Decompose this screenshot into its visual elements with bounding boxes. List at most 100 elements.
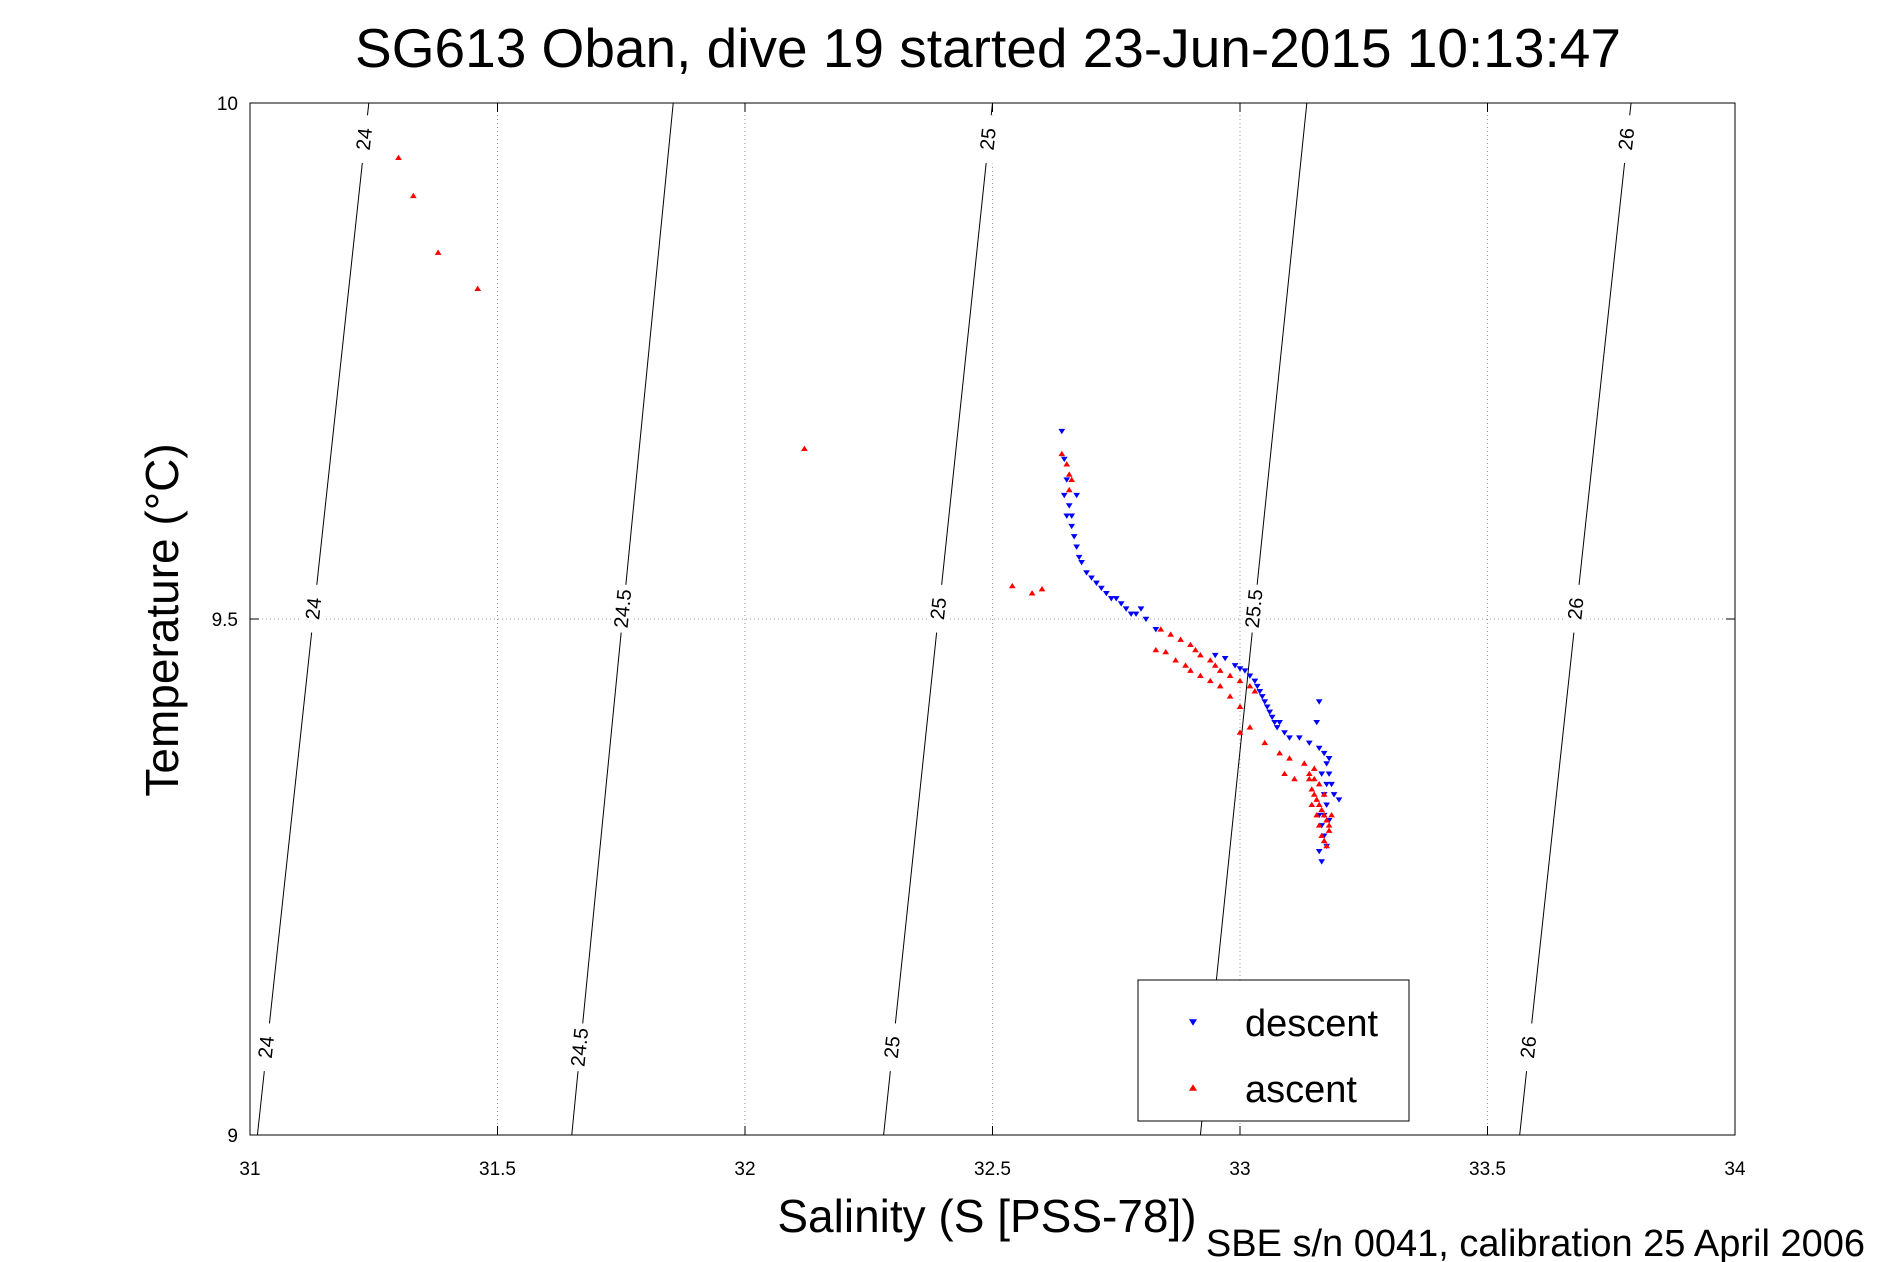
descent-point: [1313, 719, 1321, 726]
y-tick-labels: 9 9.5 10: [212, 94, 238, 1147]
descent-point: [1107, 596, 1115, 602]
descent-point: [1127, 611, 1135, 617]
descent-point: [1132, 611, 1140, 617]
grid-lines: [250, 103, 1735, 1135]
ascent-point: [1308, 786, 1316, 792]
descent-point: [1068, 513, 1076, 519]
ascent-point: [1236, 677, 1244, 684]
ascent-point: [1192, 646, 1199, 653]
descent-point: [1231, 663, 1239, 669]
descent-point: [1088, 575, 1095, 581]
descent-point: [1325, 771, 1333, 777]
ascent-point: [1028, 590, 1036, 596]
ascent-point: [1216, 682, 1224, 689]
descent-point: [1268, 714, 1276, 721]
descent-point: [1093, 580, 1100, 586]
descent-point: [1221, 655, 1229, 662]
y-tick-label: 10: [217, 94, 238, 115]
ascent-point: [1206, 657, 1214, 663]
contour-label-mask: [1515, 1022, 1543, 1073]
ascent-point: [1315, 801, 1323, 808]
contour-label-mask: [610, 583, 637, 634]
descent-point: [1058, 428, 1066, 435]
ascent-point: [1305, 775, 1313, 782]
ascent-point: [1320, 791, 1328, 797]
descent-point: [1078, 559, 1085, 566]
density-contours: 24 24 24 24.5 24.5 25 25 25 25.5 26 26 26: [253, 102, 1641, 1136]
descent-point: [1323, 781, 1330, 788]
x-tick-label: 34: [1724, 1159, 1746, 1180]
ascent-point: [1318, 832, 1326, 838]
descent-point: [1281, 730, 1288, 736]
ascent-point: [1281, 770, 1288, 777]
descent-point: [1112, 596, 1120, 602]
descent-point: [1335, 797, 1343, 803]
descent-point: [1117, 601, 1125, 607]
contour-label: 24: [302, 596, 326, 620]
contour-label-mask: [300, 583, 328, 634]
contour-label: 25: [977, 127, 1001, 151]
ascent-point: [1236, 703, 1244, 709]
descent-point: [1073, 492, 1080, 499]
ascent-point: [1211, 662, 1219, 668]
x-tick-labels: 31 31.5 32 32.5 33 33.5 34: [239, 1159, 1746, 1180]
ascent-point: [1197, 652, 1204, 658]
descent-point: [1323, 802, 1330, 808]
contour-label-mask: [1613, 114, 1641, 165]
ascent-point: [1162, 648, 1170, 655]
contour-label: 26: [1615, 127, 1639, 151]
ascent-point: [1315, 781, 1323, 787]
contour-label: 25: [881, 1035, 905, 1059]
axis-ticks: [249, 102, 1736, 1136]
descent-point: [1318, 859, 1326, 865]
descent-point: [1075, 554, 1083, 561]
descent-point: [1122, 606, 1130, 612]
x-tick-label: 31: [239, 1159, 260, 1180]
contour-label-mask: [879, 1022, 907, 1073]
ascent-point: [1216, 667, 1224, 673]
ascent-point: [1323, 842, 1330, 849]
ascent-point: [1276, 750, 1283, 756]
ascent-point: [1068, 476, 1076, 482]
descent-point: [1325, 756, 1333, 762]
ascent-point: [1187, 667, 1194, 673]
contour-label: 24.5: [611, 588, 637, 629]
contour-label: 24.5: [568, 1027, 594, 1068]
ascent-point: [1226, 672, 1234, 679]
ascent-point: [410, 192, 417, 199]
series-ascent: [395, 154, 1335, 849]
descent-point: [1305, 740, 1313, 746]
ascent-point: [1315, 822, 1323, 828]
series-descent: [1058, 428, 1343, 865]
ascent-point: [1172, 657, 1179, 663]
x-tick-label: 33: [1229, 1159, 1250, 1180]
chart-title: SG613 Oban, dive 19 started 23-Jun-2015 …: [355, 17, 1621, 79]
descent-point: [1261, 699, 1269, 705]
ascent-point: [1065, 486, 1073, 493]
ascent-point: [1318, 806, 1326, 813]
descent-point: [1315, 848, 1323, 855]
ascent-point: [1328, 811, 1335, 818]
legend: descent ascent: [1137, 979, 1410, 1122]
ascent-point: [1310, 791, 1318, 797]
calibration-note: SBE s/n 0041, calibration 25 April 2006: [1206, 1223, 1865, 1262]
contour-label-mask: [925, 583, 953, 634]
contour-label-mask: [1562, 583, 1590, 634]
contour-label-mask: [253, 1022, 281, 1073]
descent-point: [1063, 477, 1071, 483]
descent-point: [1070, 534, 1078, 540]
x-tick-label: 32: [734, 1159, 755, 1180]
descent-point: [1073, 544, 1080, 550]
descent-point: [1286, 735, 1293, 741]
legend-box: [1137, 979, 1410, 1122]
ascent-point: [1310, 765, 1318, 771]
descent-point: [1060, 492, 1068, 499]
descent-point: [1315, 745, 1323, 752]
descent-point: [1271, 719, 1278, 726]
contour-label-mask: [567, 1022, 594, 1073]
ascent-point: [1301, 760, 1308, 766]
y-axis-label: Temperature (°C): [136, 443, 188, 796]
descent-point: [1328, 781, 1335, 788]
descent-point: [1251, 678, 1259, 685]
